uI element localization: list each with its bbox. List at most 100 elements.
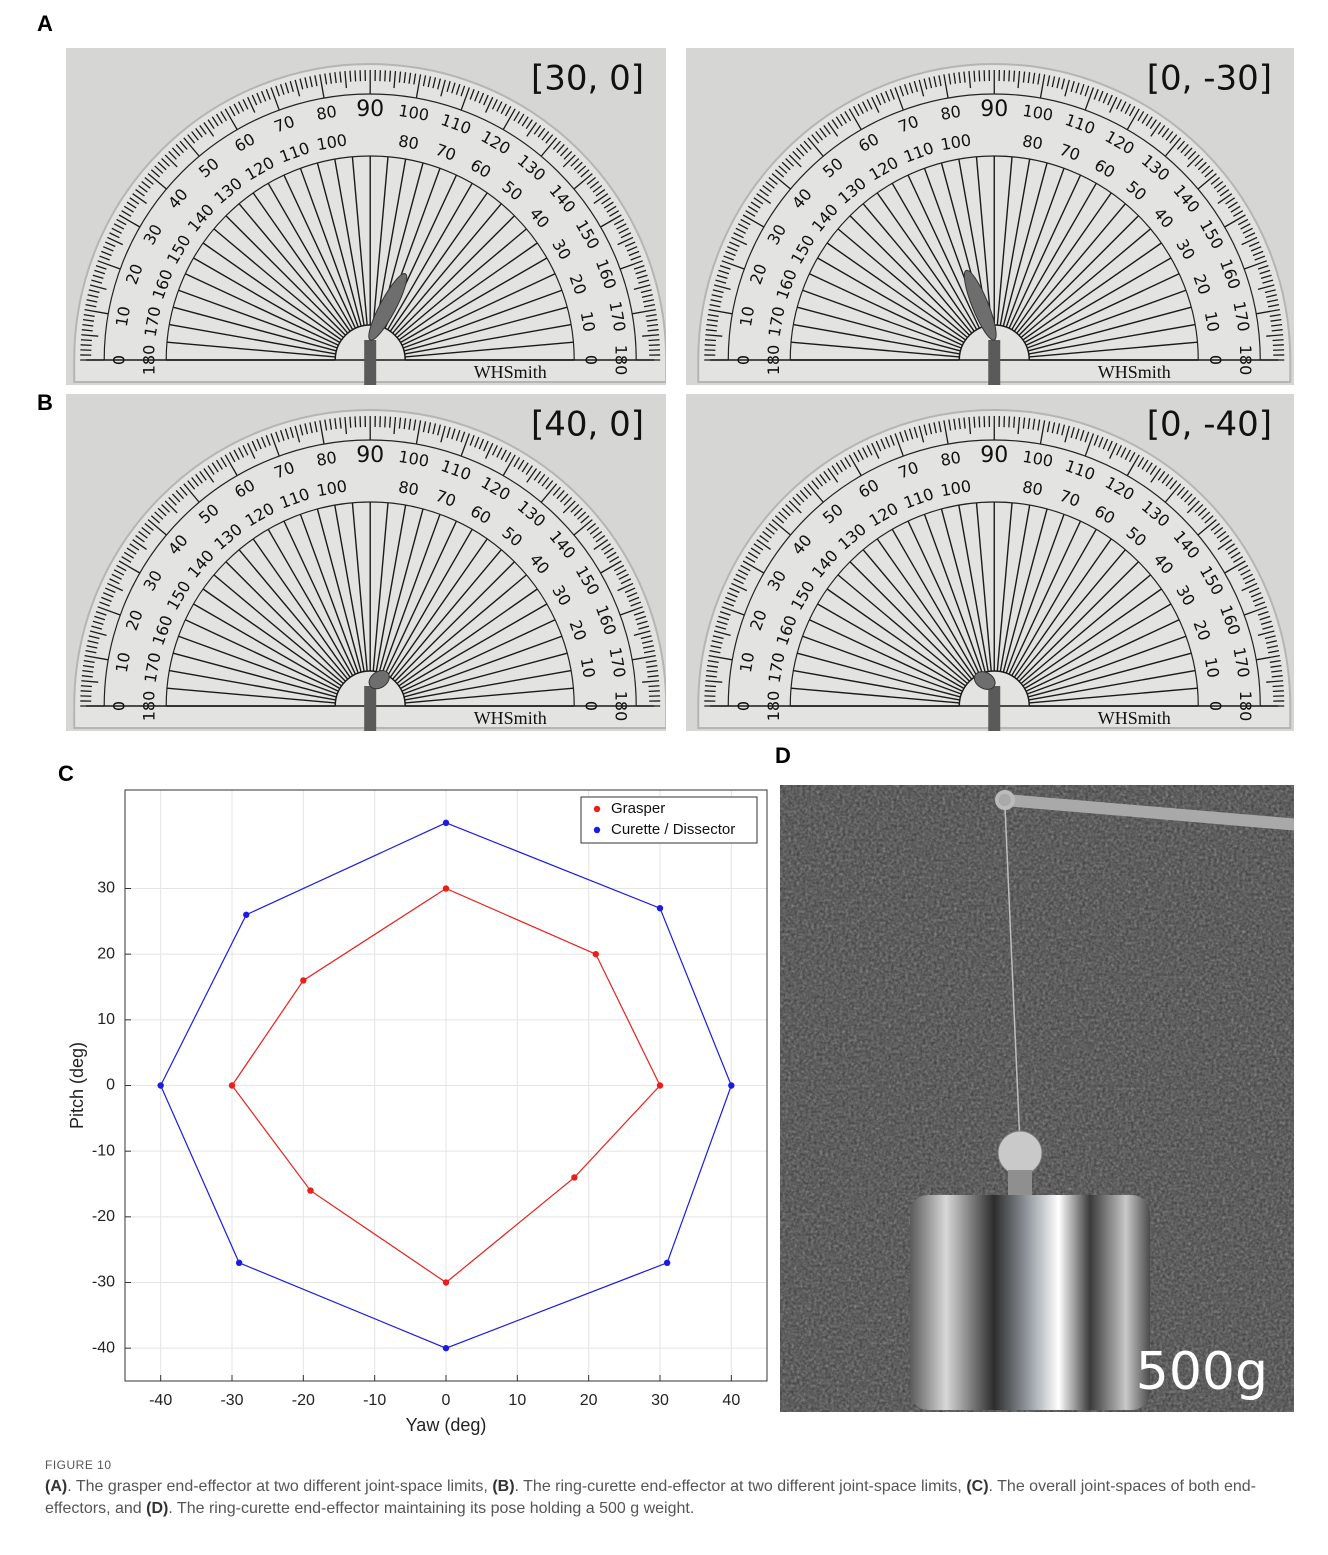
- pose-label: [0, -40]: [1147, 405, 1272, 445]
- x-tick-label: 30: [651, 1392, 669, 1409]
- scale-tick: [1014, 71, 1015, 82]
- panel-label: C: [58, 761, 74, 786]
- photo: 0102030405060708090100110120130140150160…: [66, 394, 666, 746]
- instrument-shaft: [364, 686, 376, 746]
- caption-ref: (D): [146, 1500, 168, 1517]
- x-tick-label: -40: [149, 1392, 172, 1409]
- data-point: [307, 1187, 313, 1193]
- inner-scale-label: 80: [1021, 131, 1044, 153]
- outer-scale-label: 0: [734, 701, 753, 711]
- scale-tick: [979, 70, 980, 81]
- scale-tick: [649, 345, 660, 346]
- caption-span: . The ring-curette end-effector at two d…: [515, 1478, 967, 1495]
- pose-label: [30, 0]: [531, 59, 644, 99]
- y-tick-label: 10: [97, 1011, 115, 1028]
- data-point: [657, 1082, 663, 1088]
- photo: 0102030405060708090100110120130140150160…: [686, 48, 1294, 400]
- inner-scale-label: 0: [1206, 355, 1225, 365]
- scale-tick: [390, 71, 391, 82]
- outer-scale-label: 10: [112, 305, 134, 328]
- outer-scale-label: 80: [939, 102, 962, 124]
- scale-tick: [1273, 691, 1284, 692]
- inner-scale-label: 80: [1021, 477, 1044, 499]
- photo: 500g: [780, 785, 1300, 1412]
- outer-scale-label: 0: [734, 355, 753, 365]
- outer-scale-label: 90: [980, 443, 1008, 468]
- inner-scale-label: 10: [577, 656, 599, 679]
- photo: 0102030405060708090100110120130140150160…: [66, 48, 666, 400]
- data-point: [236, 1260, 242, 1266]
- weight-label: 500g: [1136, 1342, 1268, 1402]
- outer-scale-label: 90: [356, 97, 384, 122]
- scale-tick: [355, 70, 356, 81]
- brand: WHSmith: [1098, 708, 1171, 728]
- scale-tick: [705, 340, 716, 341]
- outer-scale-label: 0: [110, 355, 129, 365]
- x-tick-label: 20: [580, 1392, 598, 1409]
- y-tick-label: 0: [106, 1077, 115, 1094]
- scale-tick: [705, 345, 716, 346]
- scale-tick: [1014, 417, 1015, 428]
- scale-tick: [1273, 340, 1284, 341]
- data-point: [300, 977, 306, 983]
- scale-tick: [81, 686, 92, 687]
- x-tick-label: -20: [292, 1392, 315, 1409]
- scale-tick: [81, 340, 92, 341]
- photo: 0102030405060708090100110120130140150160…: [686, 394, 1294, 746]
- data-point: [157, 1082, 163, 1088]
- outer-scale-label: 10: [112, 651, 134, 674]
- inner-scale-label: 0: [1206, 701, 1225, 711]
- legend-marker: [594, 806, 600, 812]
- scale-tick: [385, 416, 386, 427]
- outer-scale-label: 180: [1236, 345, 1255, 376]
- x-tick-label: 0: [442, 1392, 451, 1409]
- outer-scale-label: 90: [356, 443, 384, 468]
- scale-tick: [649, 691, 660, 692]
- x-axis-label: Yaw (deg): [406, 1415, 487, 1435]
- panel-label: D: [775, 743, 791, 768]
- caption: FIGURE 10 (A). The grasper end-effector …: [45, 1458, 1285, 1520]
- caption-text: (A). The grasper end-effector at two dif…: [45, 1476, 1285, 1520]
- scale-tick: [974, 417, 975, 428]
- pose-label: [40, 0]: [531, 405, 644, 445]
- y-tick-label: -20: [92, 1208, 115, 1225]
- outer-scale-label: 10: [736, 305, 758, 328]
- y-axis-label: Pitch (deg): [67, 1042, 87, 1129]
- scale-tick: [385, 70, 386, 81]
- caption-span: . The grasper end-effector at two differ…: [67, 1478, 492, 1495]
- scale-tick: [974, 71, 975, 82]
- scale-tick: [1273, 686, 1284, 687]
- inner-scale-label: 180: [764, 691, 783, 722]
- figure-page: A010203040506070809010011012013014015016…: [0, 0, 1328, 1555]
- scale-tick: [350, 71, 351, 82]
- inner-scale-label: 10: [1201, 656, 1223, 679]
- data-point: [593, 951, 599, 957]
- legend-marker: [594, 827, 600, 833]
- figure-number: FIGURE 10: [45, 1458, 1285, 1472]
- inner-scale-label: 10: [1201, 310, 1223, 333]
- y-tick-label: 20: [97, 945, 115, 962]
- x-tick-label: 10: [508, 1392, 526, 1409]
- inner-scale-label: 180: [140, 691, 159, 722]
- figure: A010203040506070809010011012013014015016…: [0, 0, 1328, 1450]
- inner-scale-label: 10: [577, 310, 599, 333]
- inner-scale-label: 80: [397, 131, 420, 153]
- data-point: [443, 820, 449, 826]
- legend-label: Curette / Dissector: [611, 821, 735, 838]
- caption-ref: (B): [492, 1478, 514, 1495]
- data-point: [571, 1174, 577, 1180]
- scale-tick: [1009, 70, 1010, 81]
- data-point: [728, 1082, 734, 1088]
- outer-scale-label: 10: [736, 651, 758, 674]
- data-point: [443, 1345, 449, 1351]
- data-point: [443, 885, 449, 891]
- data-point: [664, 1260, 670, 1266]
- caption-ref: (C): [966, 1478, 988, 1495]
- instrument-shaft: [988, 340, 1000, 400]
- scale-tick: [1273, 345, 1284, 346]
- caption-ref: (A): [45, 1478, 67, 1495]
- inner-scale-label: 180: [764, 345, 783, 376]
- x-tick-label: -30: [220, 1392, 243, 1409]
- outer-scale-label: 80: [939, 448, 962, 470]
- outer-scale-label: 180: [1236, 691, 1255, 722]
